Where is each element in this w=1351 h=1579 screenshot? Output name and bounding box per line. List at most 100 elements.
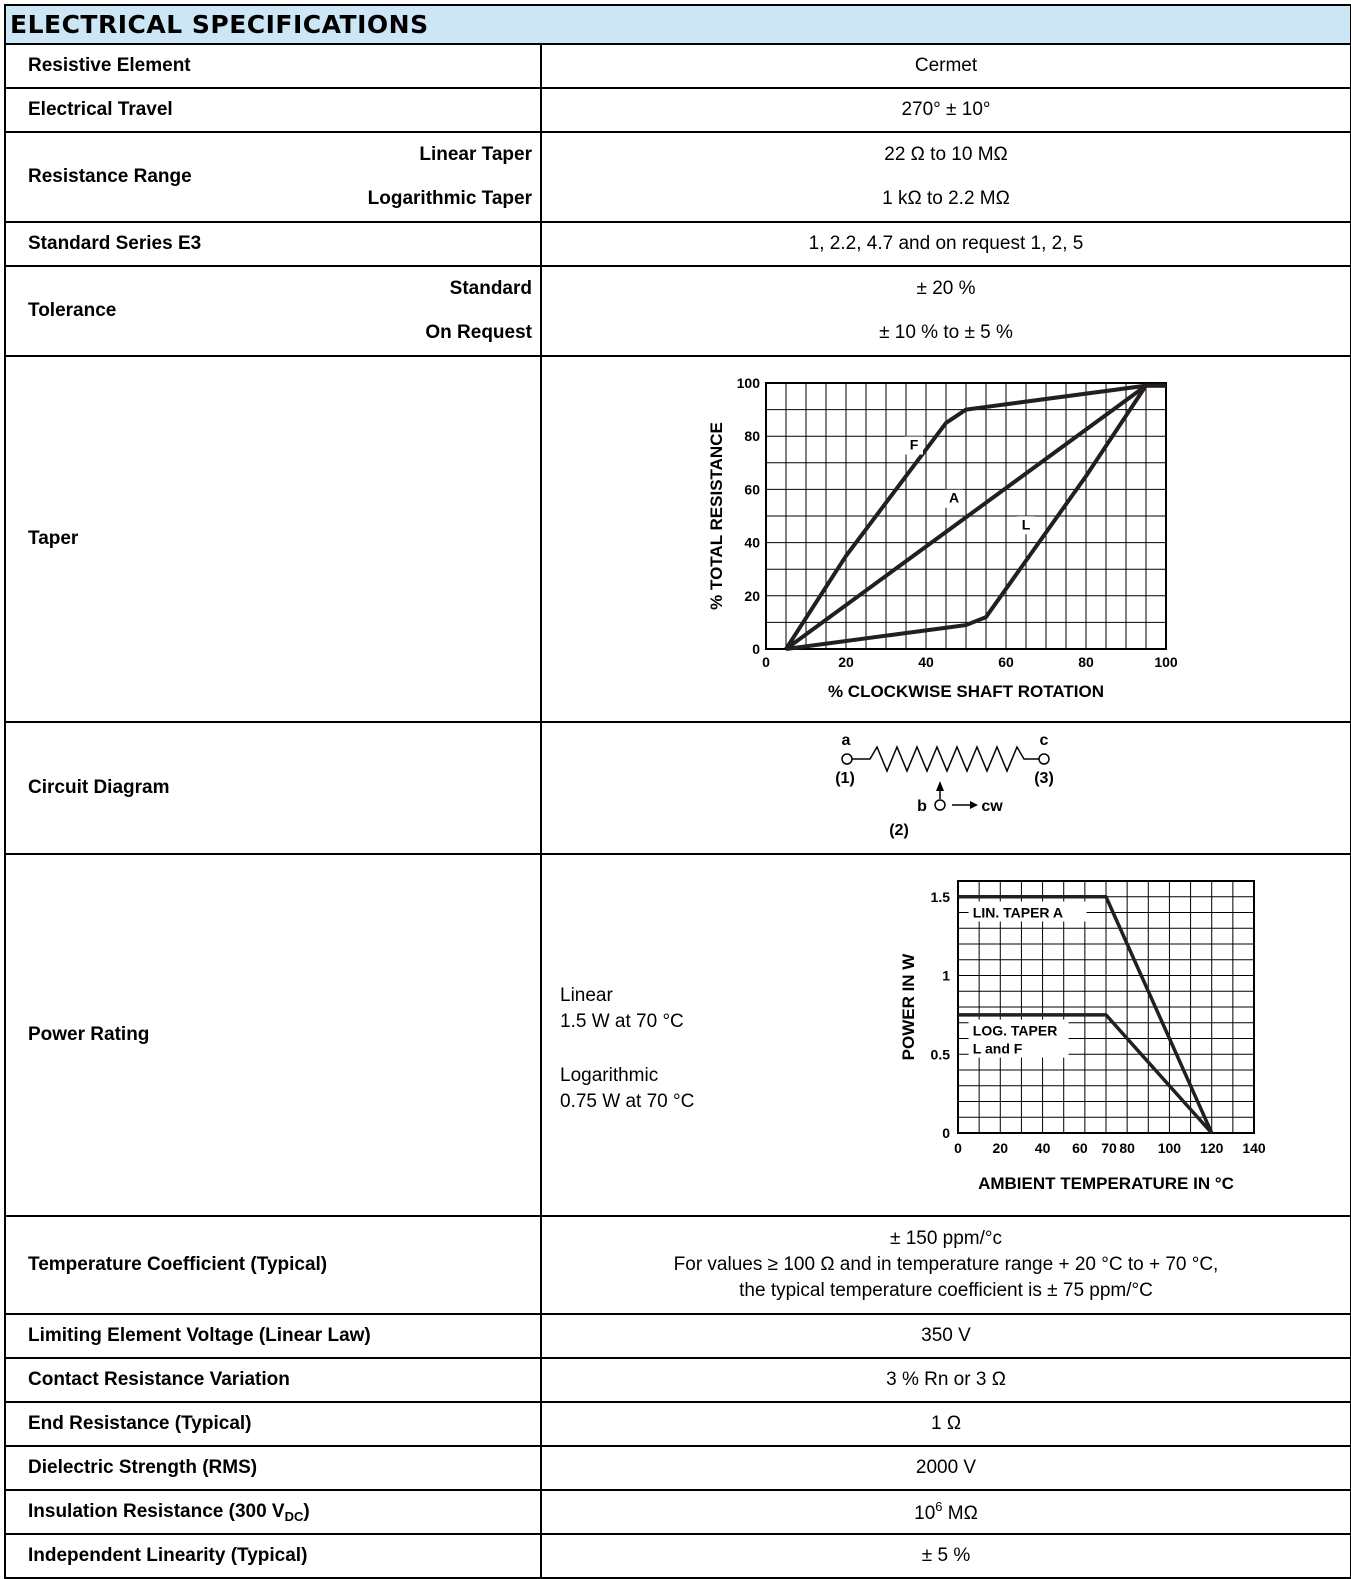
- taper-y-axis-label: % TOTAL RESISTANCE: [707, 422, 726, 610]
- power-x-tick: 60: [1072, 1140, 1088, 1156]
- linearity-value: ± 5 %: [540, 1533, 1351, 1579]
- power-y-tick: 1: [942, 968, 950, 984]
- taper-curve-label-A: A: [949, 490, 959, 506]
- taper-x-tick: 0: [762, 654, 770, 670]
- power-rating-cell: Linear 1.5 W at 70 °C Logarithmic 0.75 W…: [540, 853, 1351, 1217]
- taper-x-tick: 80: [1078, 654, 1094, 670]
- terminal-1-label: (1): [835, 770, 855, 787]
- taper-label: Taper: [4, 355, 542, 723]
- taper-chart: 0 20 40 60 80 100 0 20 40 60 80 100 % CLOCKWISE SHAF…: [707, 375, 1178, 701]
- insulation-label-post: ): [303, 1500, 310, 1522]
- taper-curve-L: [785, 383, 1166, 651]
- power-series-label-log-line1: LOG. TAPER: [973, 1023, 1058, 1039]
- tolerance-values: ± 20 % ± 10 % to ± 5 %: [540, 265, 1351, 357]
- taper-y-tick: 100: [737, 375, 761, 391]
- taper-y-tick: 60: [744, 481, 760, 497]
- insulation-value: 106 MΩ: [540, 1489, 1351, 1535]
- power-curve-linear: [958, 895, 1214, 1134]
- taper-y-tick: 0: [752, 641, 760, 657]
- standard-series-label: Standard Series E3: [4, 221, 542, 267]
- contact-resistance-label: Contact Resistance Variation: [4, 1357, 542, 1403]
- power-x-tick: 20: [992, 1140, 1008, 1156]
- taper-y-tick: 40: [744, 535, 760, 551]
- log-taper-value: 1 kΩ to 2.2 MΩ: [882, 188, 1010, 209]
- resistance-range-values: 22 Ω to 10 MΩ 1 kΩ to 2.2 MΩ: [540, 131, 1351, 223]
- taper-plot-frame: [765, 382, 1167, 650]
- terminal-3-label: (3): [1034, 770, 1054, 787]
- terminal-2-label: (2): [889, 822, 909, 839]
- terminal-a-icon: [841, 753, 853, 765]
- electrical-travel-label: Electrical Travel: [4, 87, 542, 133]
- linear-taper-value: 22 Ω to 10 MΩ: [884, 144, 1008, 165]
- dielectric-value: 2000 V: [540, 1445, 1351, 1491]
- taper-chart-cell: 0 20 40 60 80 100 0 20 40 60 80 100 % CLOCKWISE SHAF…: [540, 355, 1351, 723]
- taper-curve-label-F: F: [910, 437, 919, 453]
- contact-resistance-value: 3 % Rn or 3 Ω: [540, 1357, 1351, 1403]
- tolerance-standard-value: ± 20 %: [916, 278, 976, 299]
- taper-x-tick: 20: [838, 654, 854, 670]
- power-x-tick: 100: [1158, 1140, 1182, 1156]
- power-y-axis-label: POWER IN W: [899, 953, 918, 1061]
- power-y-tick: 0: [942, 1125, 950, 1141]
- power-curve-log: [958, 1013, 1214, 1135]
- power-log-title: Logarithmic: [560, 1065, 659, 1086]
- power-label-bg: [968, 1019, 1069, 1058]
- resistance-range-label: Resistance Range: [28, 166, 192, 187]
- power-rating-chart: 0 20 40 60 70 80 100 120 140 0 0.5 1 1.5 AMBIENT TEMP…: [899, 880, 1266, 1193]
- power-x-tick: 120: [1200, 1140, 1224, 1156]
- power-series-label-log-line2: L and F: [973, 1041, 1023, 1057]
- taper-curve-label-L: L: [1022, 516, 1031, 532]
- temp-coeff-line1: ± 150 ppm/°c: [889, 1228, 1003, 1249]
- wiper-arrow-icon: [936, 781, 944, 791]
- tolerance-request-label: On Request: [425, 322, 532, 343]
- electrical-travel-value: 270° ± 10°: [540, 87, 1351, 133]
- temp-coeff-label: Temperature Coefficient (Typical): [4, 1215, 542, 1315]
- terminal-b-label: b: [917, 798, 927, 815]
- power-x-tick: 40: [1035, 1140, 1051, 1156]
- power-x-axis-label: AMBIENT TEMPERATURE IN °C: [978, 1174, 1234, 1193]
- limiting-voltage-value: 350 V: [540, 1313, 1351, 1359]
- resistive-element-value: Cermet: [540, 43, 1351, 89]
- cw-arrow-icon: [970, 801, 978, 809]
- taper-y-tick: 80: [744, 428, 760, 444]
- power-log-value: 0.75 W at 70 °C: [560, 1091, 695, 1112]
- insulation-value-unit: MΩ: [942, 1503, 978, 1524]
- power-x-tick: 70: [1101, 1140, 1117, 1156]
- taper-curve-A: [784, 383, 1166, 651]
- taper-x-tick: 40: [918, 654, 934, 670]
- end-resistance-value: 1 Ω: [540, 1401, 1351, 1447]
- limiting-voltage-label: Limiting Element Voltage (Linear Law): [4, 1313, 542, 1359]
- resistive-element-label: Resistive Element: [4, 43, 542, 89]
- standard-series-value: 1, 2.2, 4.7 and on request 1, 2, 5: [540, 221, 1351, 267]
- table-title: ELECTRICAL SPECIFICATIONS: [4, 4, 1351, 45]
- tolerance-cell: Tolerance Standard On Request: [4, 265, 542, 357]
- power-x-tick: 140: [1242, 1140, 1266, 1156]
- power-label-bg: [968, 901, 1087, 922]
- terminal-a-label: a: [842, 732, 851, 749]
- resistor-zigzag-icon: [852, 745, 1039, 773]
- power-rating-label: Power Rating: [4, 853, 542, 1217]
- tolerance-request-value: ± 10 % to ± 5 %: [879, 322, 1013, 343]
- temp-coeff-line2: For values ≥ 100 Ω and in temperature ra…: [673, 1254, 1219, 1275]
- power-linear-title: Linear: [560, 985, 613, 1006]
- circuit-diagram-cell: a c (1) (3) b cw (2): [540, 721, 1351, 855]
- taper-x-axis-label: % CLOCKWISE SHAFT ROTATION: [828, 682, 1104, 701]
- electrical-specifications-table: ELECTRICAL SPECIFICATIONS Resistive Elem…: [4, 4, 1351, 1579]
- power-rating-text: Linear 1.5 W at 70 °C Logarithmic 0.75 W…: [560, 983, 694, 1115]
- insulation-value-base: 10: [914, 1503, 936, 1524]
- power-y-tick: 1.5: [931, 889, 951, 905]
- taper-x-tick: 60: [998, 654, 1014, 670]
- insulation-label-sub: DC: [284, 1508, 304, 1524]
- taper-x-tick: 100: [1154, 654, 1178, 670]
- insulation-label-pre: Insulation Resistance (300 V: [28, 1500, 285, 1522]
- terminal-b-icon: [934, 799, 946, 811]
- power-y-tick: 0.5: [931, 1046, 951, 1062]
- dielectric-label: Dielectric Strength (RMS): [4, 1445, 542, 1491]
- terminal-c-label: c: [1040, 732, 1049, 749]
- resistance-range-cell: Resistance Range Linear Taper Logarithmi…: [4, 131, 542, 223]
- temp-coeff-cell: ± 150 ppm/°c For values ≥ 100 Ω and in t…: [540, 1215, 1351, 1315]
- terminal-c-icon: [1038, 753, 1050, 765]
- taper-y-tick: 20: [744, 588, 760, 604]
- circuit-diagram-label: Circuit Diagram: [4, 721, 542, 855]
- end-resistance-label: End Resistance (Typical): [4, 1401, 542, 1447]
